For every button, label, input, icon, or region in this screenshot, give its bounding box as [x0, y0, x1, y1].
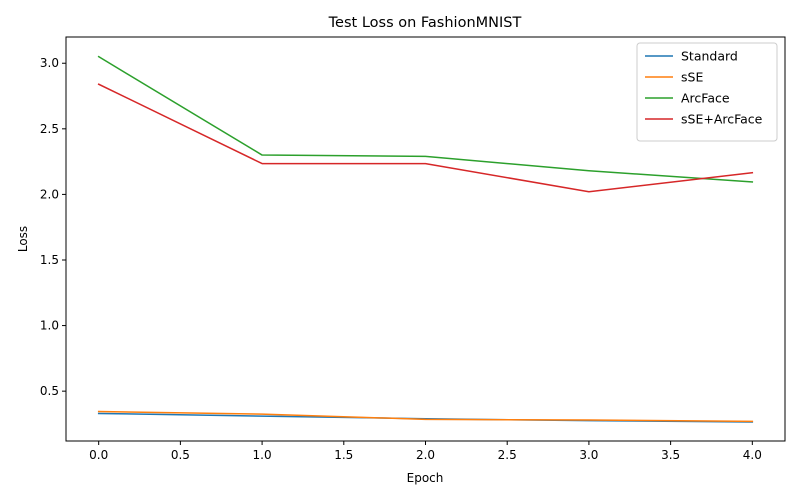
plot-area: [97, 55, 754, 423]
y-tick-label: 1.0: [40, 319, 59, 333]
x-tick-label: 3.0: [579, 448, 598, 462]
y-tick-label: 2.0: [40, 187, 59, 201]
x-axis: 0.0 0.5 1.0 1.5 2.0 2.5 3.0 3.5 4.0: [89, 441, 762, 462]
legend-entry: ArcFace: [681, 91, 730, 106]
x-tick-label: 3.5: [661, 448, 680, 462]
x-tick-label: 1.5: [334, 448, 353, 462]
legend-entry: Standard: [681, 49, 738, 64]
series-line-sse: [97, 410, 754, 423]
x-tick-label: 4.0: [743, 448, 762, 462]
y-tick-label: 2.5: [40, 122, 59, 136]
y-axis: 0.5 1.0 1.5 2.0 2.5 3.0: [40, 56, 66, 398]
x-tick-label: 1.0: [253, 448, 272, 462]
y-tick-label: 1.5: [40, 253, 59, 267]
chart-title: Test Loss on FashionMNIST: [328, 15, 522, 31]
legend: Standard sSE ArcFace sSE+ArcFace: [636, 42, 778, 142]
x-axis-label: Epoch: [407, 471, 444, 485]
x-tick-label: 2.5: [498, 448, 517, 462]
legend-entry: sSE: [681, 70, 703, 85]
y-tick-label: 3.0: [40, 56, 59, 70]
y-axis-label: Loss: [16, 226, 30, 252]
y-tick-label: 0.5: [40, 384, 59, 398]
x-tick-label: 0.5: [171, 448, 190, 462]
legend-entry: sSE+ArcFace: [681, 112, 763, 127]
series-line-sse-arcface: [97, 83, 754, 193]
x-tick-label: 2.0: [416, 448, 435, 462]
legend-box: [636, 42, 778, 142]
x-tick-label: 0.0: [89, 448, 108, 462]
series-line-arcface: [97, 55, 754, 183]
